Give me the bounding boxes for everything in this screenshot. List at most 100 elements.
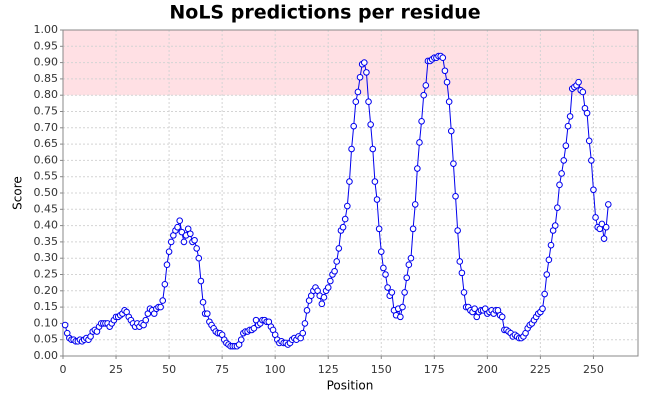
point <box>191 236 198 244</box>
point <box>187 230 194 238</box>
x-tick-label: 250 <box>583 363 604 376</box>
point <box>560 157 568 164</box>
point <box>416 139 423 146</box>
point <box>203 310 211 317</box>
point <box>545 256 553 264</box>
point <box>331 267 338 275</box>
point <box>199 298 207 306</box>
plot-frame <box>62 29 639 357</box>
point <box>161 280 169 288</box>
point <box>575 78 582 86</box>
point <box>458 269 466 277</box>
point <box>320 294 328 301</box>
point <box>333 258 341 265</box>
point <box>397 313 404 321</box>
y-tick-label: 0.05 <box>34 333 59 346</box>
point <box>498 313 506 321</box>
point <box>365 98 372 106</box>
x-tick-label: 225 <box>530 363 551 376</box>
point <box>600 235 608 242</box>
y-tick-label: 0.85 <box>34 72 59 85</box>
point <box>579 88 587 96</box>
y-tick-label: 0.20 <box>34 284 59 297</box>
point <box>418 117 425 125</box>
point <box>380 264 387 272</box>
point <box>443 78 451 86</box>
point <box>195 254 203 262</box>
point <box>551 222 559 229</box>
point <box>176 217 183 225</box>
point <box>375 225 383 233</box>
x-tick-label: 75 <box>215 363 229 376</box>
point <box>539 305 546 313</box>
point <box>350 122 357 130</box>
point <box>592 214 599 221</box>
point <box>157 303 164 311</box>
x-axis-title: Position <box>327 379 374 393</box>
point <box>564 122 572 130</box>
point <box>356 73 364 81</box>
point <box>556 181 563 189</box>
point <box>163 261 171 269</box>
point <box>344 202 351 210</box>
point <box>360 59 368 66</box>
point <box>456 258 464 265</box>
point <box>566 113 574 120</box>
point <box>299 329 307 337</box>
x-tick-label: 100 <box>265 363 286 376</box>
point <box>439 54 447 62</box>
point <box>414 165 421 172</box>
point <box>447 127 455 135</box>
point <box>441 67 449 75</box>
y-tick-label: 0.15 <box>34 300 59 313</box>
point <box>341 215 349 223</box>
point <box>352 98 360 106</box>
point <box>445 98 453 106</box>
y-tick-label: 0.35 <box>34 235 59 248</box>
point <box>61 321 69 329</box>
point <box>367 121 374 128</box>
point <box>165 248 173 255</box>
y-tick-label: 0.55 <box>34 170 59 183</box>
point <box>554 204 561 211</box>
y-tick-label: 0.00 <box>34 349 59 362</box>
point <box>373 196 381 203</box>
y-tick-label: 0.65 <box>34 137 59 150</box>
x-tick-label: 50 <box>162 363 176 376</box>
point <box>301 320 309 327</box>
point <box>348 145 355 153</box>
point <box>250 324 258 332</box>
point <box>174 223 181 231</box>
point <box>407 254 415 262</box>
point <box>450 160 457 167</box>
y-tick-label: 0.60 <box>34 153 59 166</box>
point <box>422 82 430 89</box>
x-tick-label: 0 <box>60 363 67 376</box>
point <box>585 137 593 145</box>
point <box>324 284 332 291</box>
point <box>602 223 610 231</box>
point <box>543 271 551 278</box>
y-tick-label: 1.00 <box>34 23 59 36</box>
y-tick-label: 0.70 <box>34 121 59 134</box>
point <box>411 201 419 208</box>
point <box>159 297 167 304</box>
point <box>346 178 353 185</box>
point <box>142 316 150 324</box>
point <box>399 303 406 311</box>
highlight-band <box>63 30 638 96</box>
point <box>363 69 370 76</box>
y-tick-label: 0.25 <box>34 268 59 281</box>
point <box>604 201 612 208</box>
point <box>180 238 188 246</box>
point <box>371 178 379 185</box>
point <box>420 91 428 99</box>
point <box>454 227 461 234</box>
point <box>403 274 411 282</box>
point <box>377 248 385 255</box>
point <box>460 289 468 296</box>
point <box>197 277 205 285</box>
x-tick-label: 150 <box>371 363 392 376</box>
point <box>452 192 459 200</box>
